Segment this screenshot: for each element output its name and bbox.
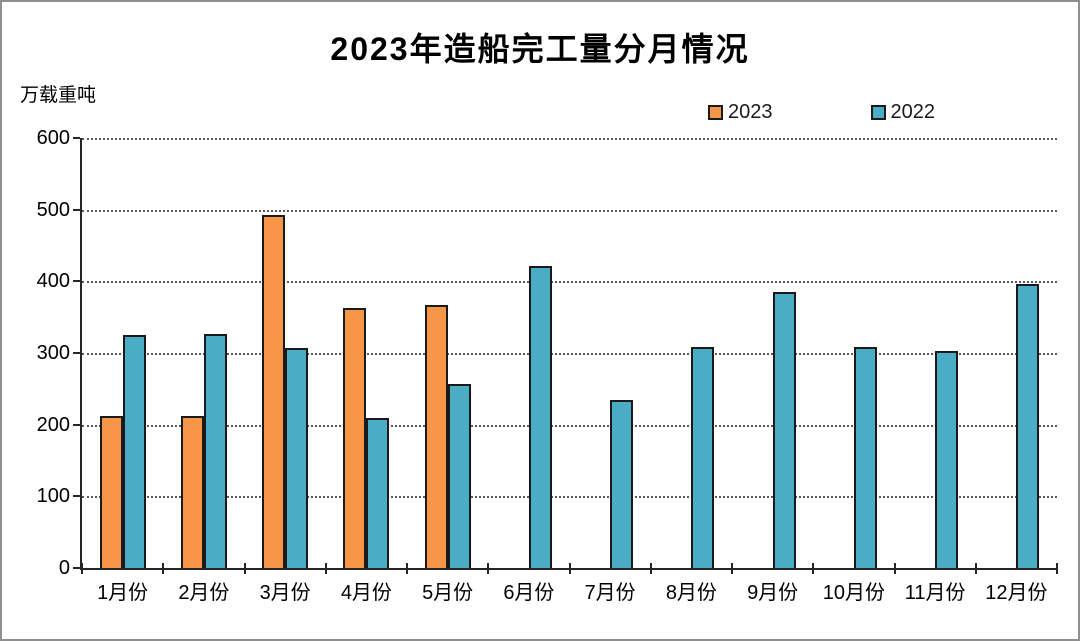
x-axis-tick bbox=[406, 563, 408, 574]
bar-2023-2月份 bbox=[180, 416, 204, 568]
x-axis-tick bbox=[324, 563, 327, 574]
x-axis-tick bbox=[1056, 563, 1058, 574]
x-tick-label-2月份: 2月份 bbox=[178, 582, 230, 604]
bar-2023-5月份 bbox=[424, 304, 448, 568]
x-tick-label-1月份: 1月份 bbox=[97, 582, 149, 604]
gridline-200 bbox=[82, 424, 1057, 427]
gridline-400 bbox=[82, 281, 1057, 284]
y-axis-tick bbox=[73, 352, 80, 354]
y-tick-label-400: 400 bbox=[36, 270, 70, 293]
x-tick-label-6月份: 6月份 bbox=[503, 582, 555, 604]
bar-2022-6月份 bbox=[528, 266, 552, 568]
plot-area: 0 100 200 300 400 500 600 1月份 2月份 3月份 4月份 5月份 6月份 7月份… bbox=[37, 127, 1058, 604]
x-axis-tick bbox=[162, 563, 165, 574]
y-tick-label-0: 0 bbox=[58, 557, 70, 579]
x-tick-label-7月份: 7月份 bbox=[584, 582, 636, 604]
x-axis-tick bbox=[81, 563, 83, 574]
bar-2022-12月份 bbox=[1016, 284, 1040, 568]
x-tick-label-12月份: 12月份 bbox=[985, 582, 1048, 604]
x-tick-label-3月份: 3月份 bbox=[259, 582, 311, 604]
bar-2022-4月份 bbox=[366, 417, 390, 568]
x-tick-label-4月份: 4月份 bbox=[340, 582, 392, 604]
y-axis-unit-label: 万载重吨 bbox=[20, 85, 97, 106]
x-axis-tick bbox=[243, 563, 246, 574]
gridline-300 bbox=[82, 353, 1057, 355]
bar-2022-2月份 bbox=[203, 333, 227, 568]
gridline-100 bbox=[82, 496, 1057, 499]
x-tick-label-8月份: 8月份 bbox=[665, 582, 717, 604]
y-axis-tick bbox=[73, 423, 80, 426]
bar-2023-4月份 bbox=[343, 307, 367, 568]
y-tick-label-300: 300 bbox=[36, 342, 70, 364]
gridline-500 bbox=[82, 209, 1057, 212]
x-tick-label-10月份: 10月份 bbox=[822, 582, 885, 604]
y-axis-tick bbox=[73, 280, 80, 283]
x-axis-tick bbox=[812, 563, 815, 574]
y-tick-label-200: 200 bbox=[36, 413, 70, 436]
x-axis-tick bbox=[487, 563, 490, 574]
bar-2022-10月份 bbox=[853, 347, 877, 568]
gridline-600 bbox=[82, 138, 1057, 140]
x-axis-tick bbox=[731, 563, 733, 574]
bar-2022-5月份 bbox=[447, 383, 471, 568]
x-axis-tick bbox=[649, 563, 652, 574]
y-axis-tick bbox=[73, 495, 80, 498]
legend-marker-2023 bbox=[708, 105, 723, 120]
x-tick-label-11月份: 11月份 bbox=[904, 582, 966, 604]
bar-2022-11月份 bbox=[935, 350, 959, 568]
bar-2022-8月份 bbox=[691, 346, 715, 568]
legend-label-2023: 2023 bbox=[728, 101, 773, 123]
bar-2022-9月份 bbox=[772, 292, 796, 568]
bar-2022-7月份 bbox=[610, 399, 634, 568]
y-tick-label-100: 100 bbox=[36, 485, 70, 508]
x-tick-label-9月份: 9月份 bbox=[747, 582, 799, 604]
x-tick-label-5月份: 5月份 bbox=[422, 582, 474, 604]
legend-item-2023: 2023 bbox=[708, 101, 773, 124]
y-axis-tick bbox=[73, 137, 80, 139]
y-axis-tick bbox=[73, 567, 80, 569]
legend-item-2022: 2022 bbox=[870, 101, 936, 124]
bar-2023-1月份 bbox=[99, 416, 123, 568]
x-axis-tick bbox=[974, 563, 977, 574]
y-axis-tick bbox=[73, 208, 80, 211]
legend: 2023 2022 bbox=[708, 101, 935, 124]
bar-2022-3月份 bbox=[285, 347, 309, 568]
bar-2022-1月份 bbox=[122, 335, 146, 568]
bar-2023-3月份 bbox=[262, 214, 286, 568]
legend-marker-2022 bbox=[870, 105, 886, 120]
y-tick-label-600: 600 bbox=[36, 127, 70, 149]
x-axis-tick bbox=[568, 563, 571, 574]
y-tick-label-500: 500 bbox=[36, 198, 70, 221]
chart-title: 2023年造船完工量分月情况 bbox=[330, 31, 750, 67]
x-axis-tick bbox=[893, 563, 896, 574]
legend-label-2022: 2022 bbox=[890, 101, 936, 123]
